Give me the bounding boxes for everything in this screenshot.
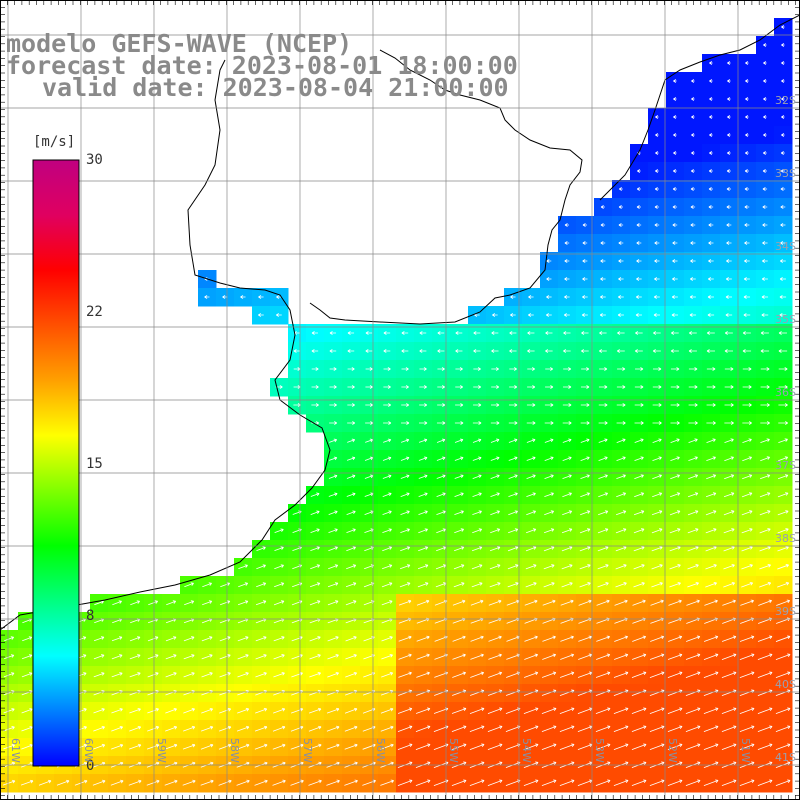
lon-label: 55W — [447, 738, 460, 763]
lon-label: 61W — [9, 738, 22, 763]
lat-label: 33S — [775, 167, 796, 180]
lat-label: 38S — [775, 532, 796, 545]
lon-label: 59W — [155, 738, 168, 763]
lat-label: 39S — [775, 605, 796, 618]
lon-label: 51W — [739, 738, 752, 763]
colorbar-tick-label: 8 — [86, 608, 95, 624]
title-valid-date: valid date: 2023-08-04 21:00:00 — [42, 73, 509, 102]
lon-label: 57W — [301, 738, 314, 763]
lat-label: 32S — [775, 94, 796, 107]
lon-label: 54W — [520, 738, 533, 763]
lat-label: 37S — [775, 459, 796, 472]
colorbar-unit: [m/s] — [33, 134, 76, 150]
colorbar-tick-label: 30 — [86, 152, 103, 168]
lat-label: 36S — [775, 386, 796, 399]
lon-label: 56W — [374, 738, 387, 763]
coastline — [0, 14, 800, 631]
lat-label: 35S — [775, 313, 796, 326]
lon-label: 60W — [82, 738, 95, 763]
colorbar-tick-label: 0 — [86, 758, 95, 774]
title-forecast-date: forecast date: 2023-08-01 18:00:00 — [6, 51, 518, 80]
colorbar — [32, 159, 80, 767]
title-model: modelo GEFS-WAVE (NCEP) — [6, 29, 353, 58]
lon-label: 52W — [666, 738, 679, 763]
lon-label: 53W — [593, 738, 606, 763]
lat-label: 41S — [775, 751, 796, 764]
lat-label: 40S — [775, 678, 796, 691]
lon-label: 58W — [228, 738, 241, 763]
colorbar-tick-label: 15 — [86, 456, 103, 472]
wind-arrows — [2, 25, 791, 786]
colorbar-tick-label: 22 — [86, 304, 103, 320]
lat-label: 34S — [775, 240, 796, 253]
